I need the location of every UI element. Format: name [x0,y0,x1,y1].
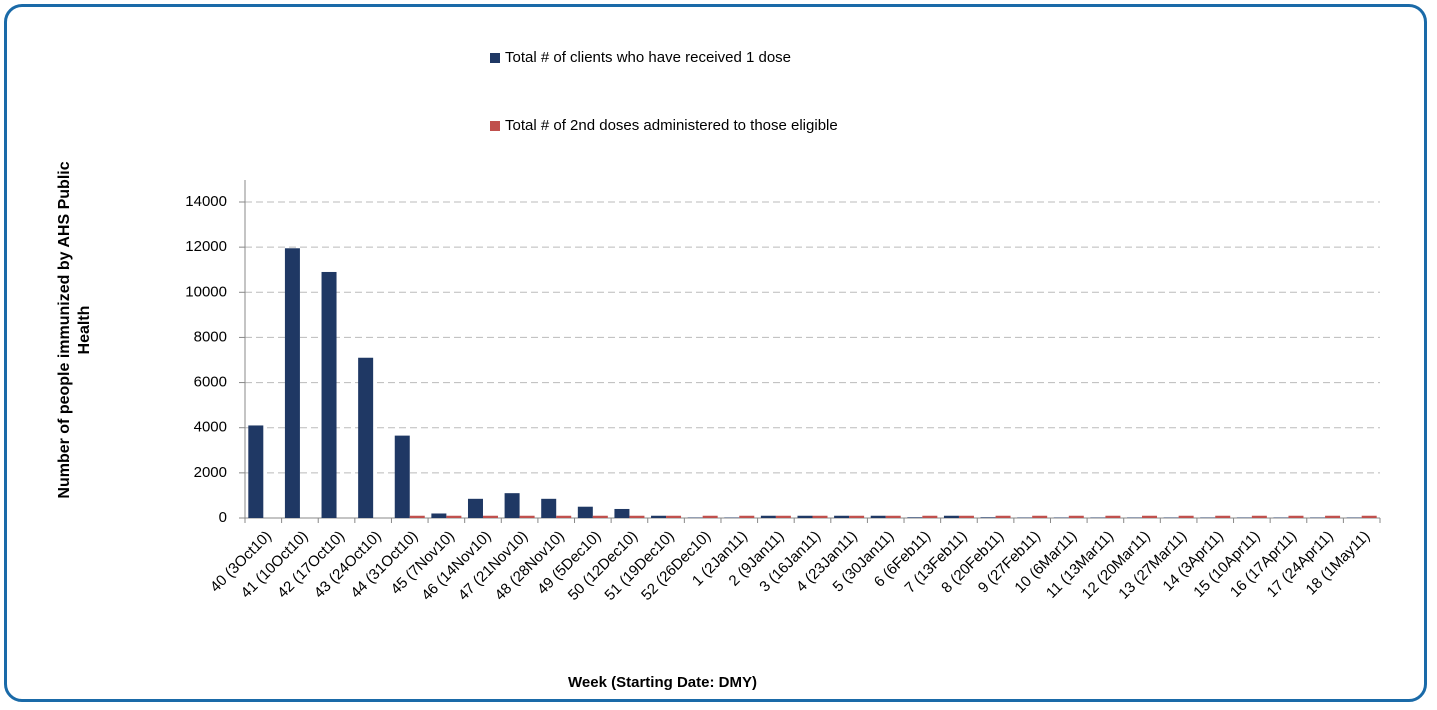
bar [577,506,593,518]
bar [760,515,776,518]
bar [482,515,498,518]
y-tick-label: 10000 [185,283,227,300]
bar [995,515,1011,518]
bar [1032,515,1048,518]
bar [870,515,886,518]
bar [702,515,718,518]
bar [1105,515,1121,518]
bar [409,515,425,518]
bar [321,271,337,518]
y-tick-label: 6000 [194,374,227,391]
legend-label: Total # of clients who have received 1 d… [505,49,791,66]
legend-swatch [490,53,500,63]
bar [1361,515,1377,518]
bar [504,493,520,518]
bar [739,515,755,518]
y-tick-label: 8000 [194,328,227,345]
bar [907,517,923,518]
bar [834,515,850,518]
bar [1215,515,1231,518]
bar [1068,515,1084,518]
y-tick-label: 14000 [185,193,227,210]
bar [248,425,264,518]
bar [467,498,483,518]
bar [446,515,462,518]
bar [358,357,374,518]
bar [849,515,865,518]
legend-label: Total # of 2nd doses administered to tho… [505,117,838,134]
bar [666,515,682,518]
bar [1142,515,1158,518]
bar [1178,515,1194,518]
bar [885,515,901,518]
bar [1288,515,1304,518]
bar [519,515,535,518]
bar [431,513,447,518]
bar [943,515,959,518]
bar [651,515,667,518]
bar [1251,515,1267,518]
bar [592,515,608,518]
y-axis-title: Number of people immunized by AHS Public… [56,161,93,499]
bar [556,515,572,518]
y-tick-label: 0 [219,509,227,526]
y-tick-label: 2000 [194,464,227,481]
bar [980,517,996,518]
bar [775,515,791,518]
bar [922,515,938,518]
bar [394,435,410,518]
bar [541,498,557,518]
bar [1325,515,1341,518]
bar [797,515,813,518]
y-tick-label: 12000 [185,238,227,255]
x-axis-title: Week (Starting Date: DMY) [568,674,757,691]
chart-frame [4,4,1427,702]
bar [629,515,645,518]
legend-swatch [490,121,500,131]
bar [284,248,300,518]
bar [812,515,828,518]
bar [958,515,974,518]
bar [614,508,630,518]
y-tick-label: 4000 [194,419,227,436]
